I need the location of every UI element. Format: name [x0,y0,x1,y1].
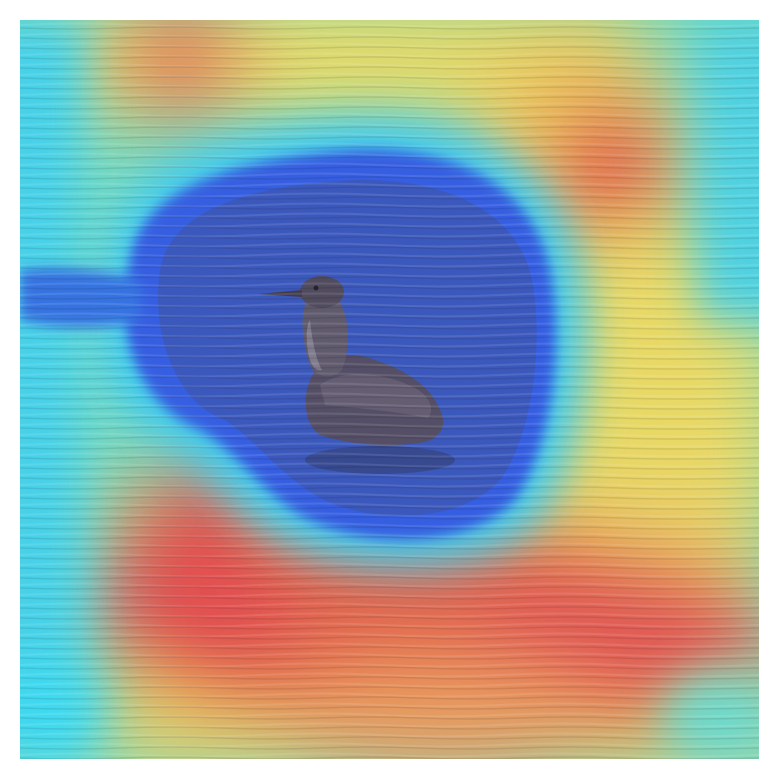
heatmap-svg [20,20,759,759]
heatmap-overlay-image [20,20,759,759]
ripple-texture [20,20,759,759]
